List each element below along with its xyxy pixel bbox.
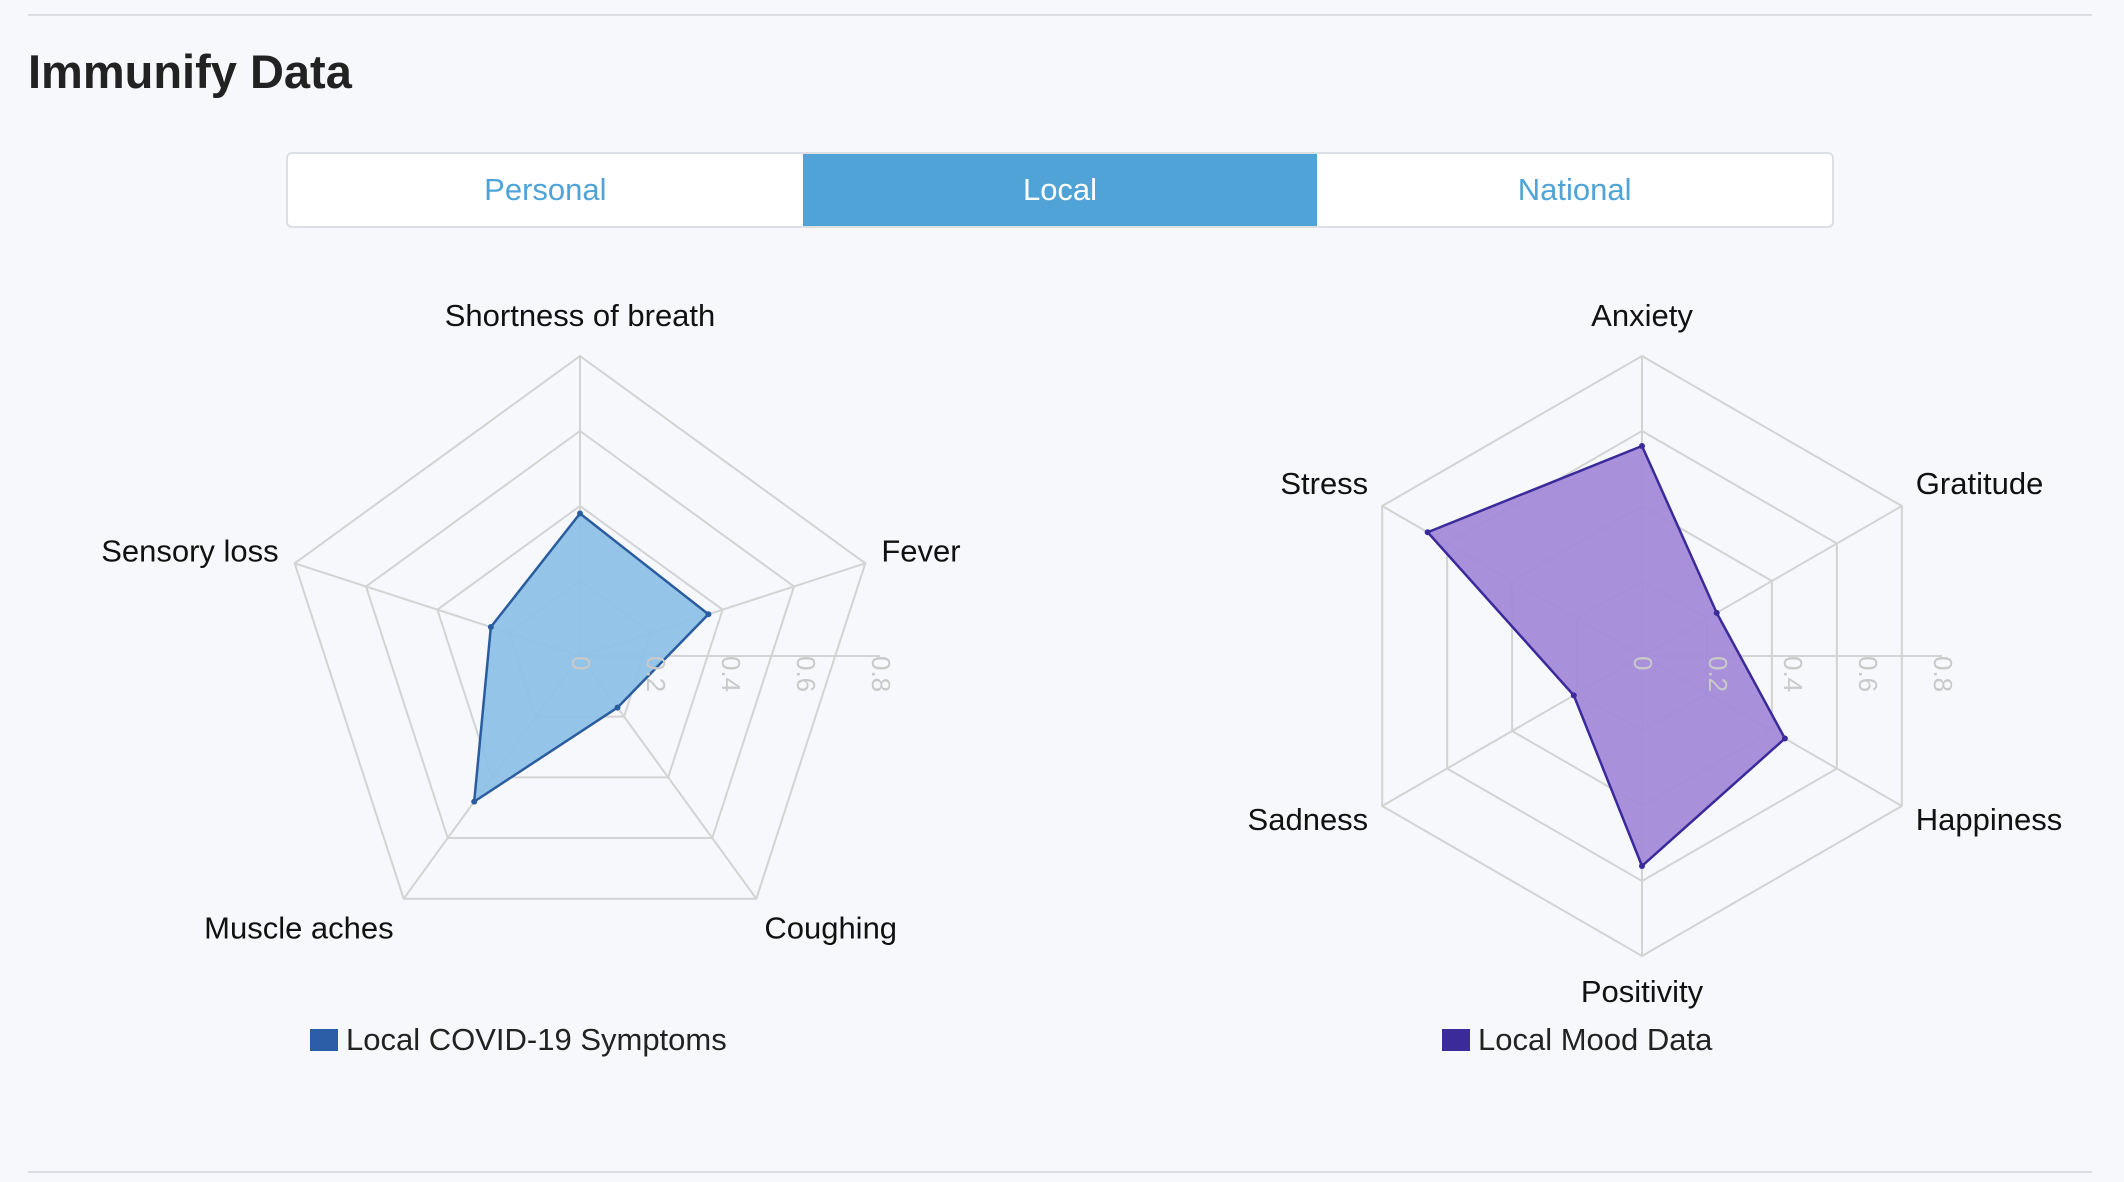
symptoms-point-sensory-loss[interactable] xyxy=(487,624,494,631)
mood-point-sadness[interactable] xyxy=(1570,692,1577,699)
mood-point-stress[interactable] xyxy=(1424,529,1431,536)
mood-axis-label-stress: Stress xyxy=(1280,466,1368,501)
symptoms-point-muscle-aches[interactable] xyxy=(471,798,478,805)
symptoms-grid-ring xyxy=(436,504,724,779)
mood-axis-label-anxiety: Anxiety xyxy=(1591,298,1693,333)
symptoms-tick-label: 0.4 xyxy=(716,656,746,692)
symptoms-point-coughing[interactable] xyxy=(614,704,621,711)
mood-point-anxiety[interactable] xyxy=(1639,443,1645,449)
symptoms-legend-swatch xyxy=(310,1029,338,1051)
mood-legend-label: Local Mood Data xyxy=(1478,1022,1713,1057)
symptoms-point-shortness-of-breath[interactable] xyxy=(577,510,583,517)
top-divider xyxy=(28,14,2092,16)
page-title: Immunify Data xyxy=(28,45,352,98)
symptoms-axis-label-coughing: Coughing xyxy=(764,911,897,946)
symptoms-grid-ring xyxy=(293,354,867,900)
symptoms-data-area[interactable] xyxy=(472,512,710,803)
symptoms-tick-label: 0.6 xyxy=(791,656,821,692)
symptoms-axis-label-sensory-loss: Sensory loss xyxy=(101,533,278,568)
mood-point-gratitude[interactable] xyxy=(1713,609,1720,616)
mood-radar-chart: 0 0.2 0.4 0.6 0.8 Anxiety Gratitude Happiness Po… xyxy=(1248,298,2063,1009)
symptoms-tick-label: 0.8 xyxy=(866,656,896,692)
mood-axis-label-happiness: Happiness xyxy=(1916,802,2062,837)
mood-point-happiness[interactable] xyxy=(1781,735,1788,742)
mood-tick-label: 0.8 xyxy=(1928,656,1958,692)
mood-tick-label: 0.2 xyxy=(1703,656,1733,692)
symptoms-axis-label-fever: Fever xyxy=(881,533,960,568)
mood-point-positivity[interactable] xyxy=(1639,863,1645,869)
symptoms-axis-label-shortness-of-breath: Shortness of breath xyxy=(445,298,716,333)
tab-national[interactable]: National xyxy=(1517,172,1632,207)
symptoms-point-fever[interactable] xyxy=(705,611,712,618)
symptoms-tick-label: 0.2 xyxy=(641,656,671,692)
bottom-divider xyxy=(28,1171,2092,1173)
mood-tick-label: 0.6 xyxy=(1853,656,1883,692)
tab-local[interactable]: Local xyxy=(802,154,1318,226)
symptoms-legend-label: Local COVID-19 Symptoms xyxy=(346,1022,727,1057)
mood-tick-label: 0 xyxy=(1628,656,1658,670)
mood-legend-swatch xyxy=(1442,1029,1470,1051)
mood-legend[interactable]: Local Mood Data xyxy=(1442,1022,1712,1058)
symptoms-tick-label: 0 xyxy=(566,656,596,670)
mood-tick-label: 0.4 xyxy=(1778,656,1808,692)
mood-axis-label-gratitude: Gratitude xyxy=(1916,466,2044,501)
symptoms-grid-ring xyxy=(364,429,796,840)
symptoms-radar-chart: 0 0.2 0.4 0.6 0.8 Shortness of breath Fever Cou… xyxy=(101,298,960,946)
tab-personal[interactable]: Personal xyxy=(484,172,607,207)
mood-axis-label-sadness: Sadness xyxy=(1248,802,1369,837)
mood-axis-label-positivity: Positivity xyxy=(1581,974,1704,1009)
tab-bar: Personal Local National xyxy=(286,152,1834,228)
symptoms-legend[interactable]: Local COVID-19 Symptoms xyxy=(310,1022,727,1058)
symptoms-axis-label-muscle-aches: Muscle aches xyxy=(204,911,394,946)
